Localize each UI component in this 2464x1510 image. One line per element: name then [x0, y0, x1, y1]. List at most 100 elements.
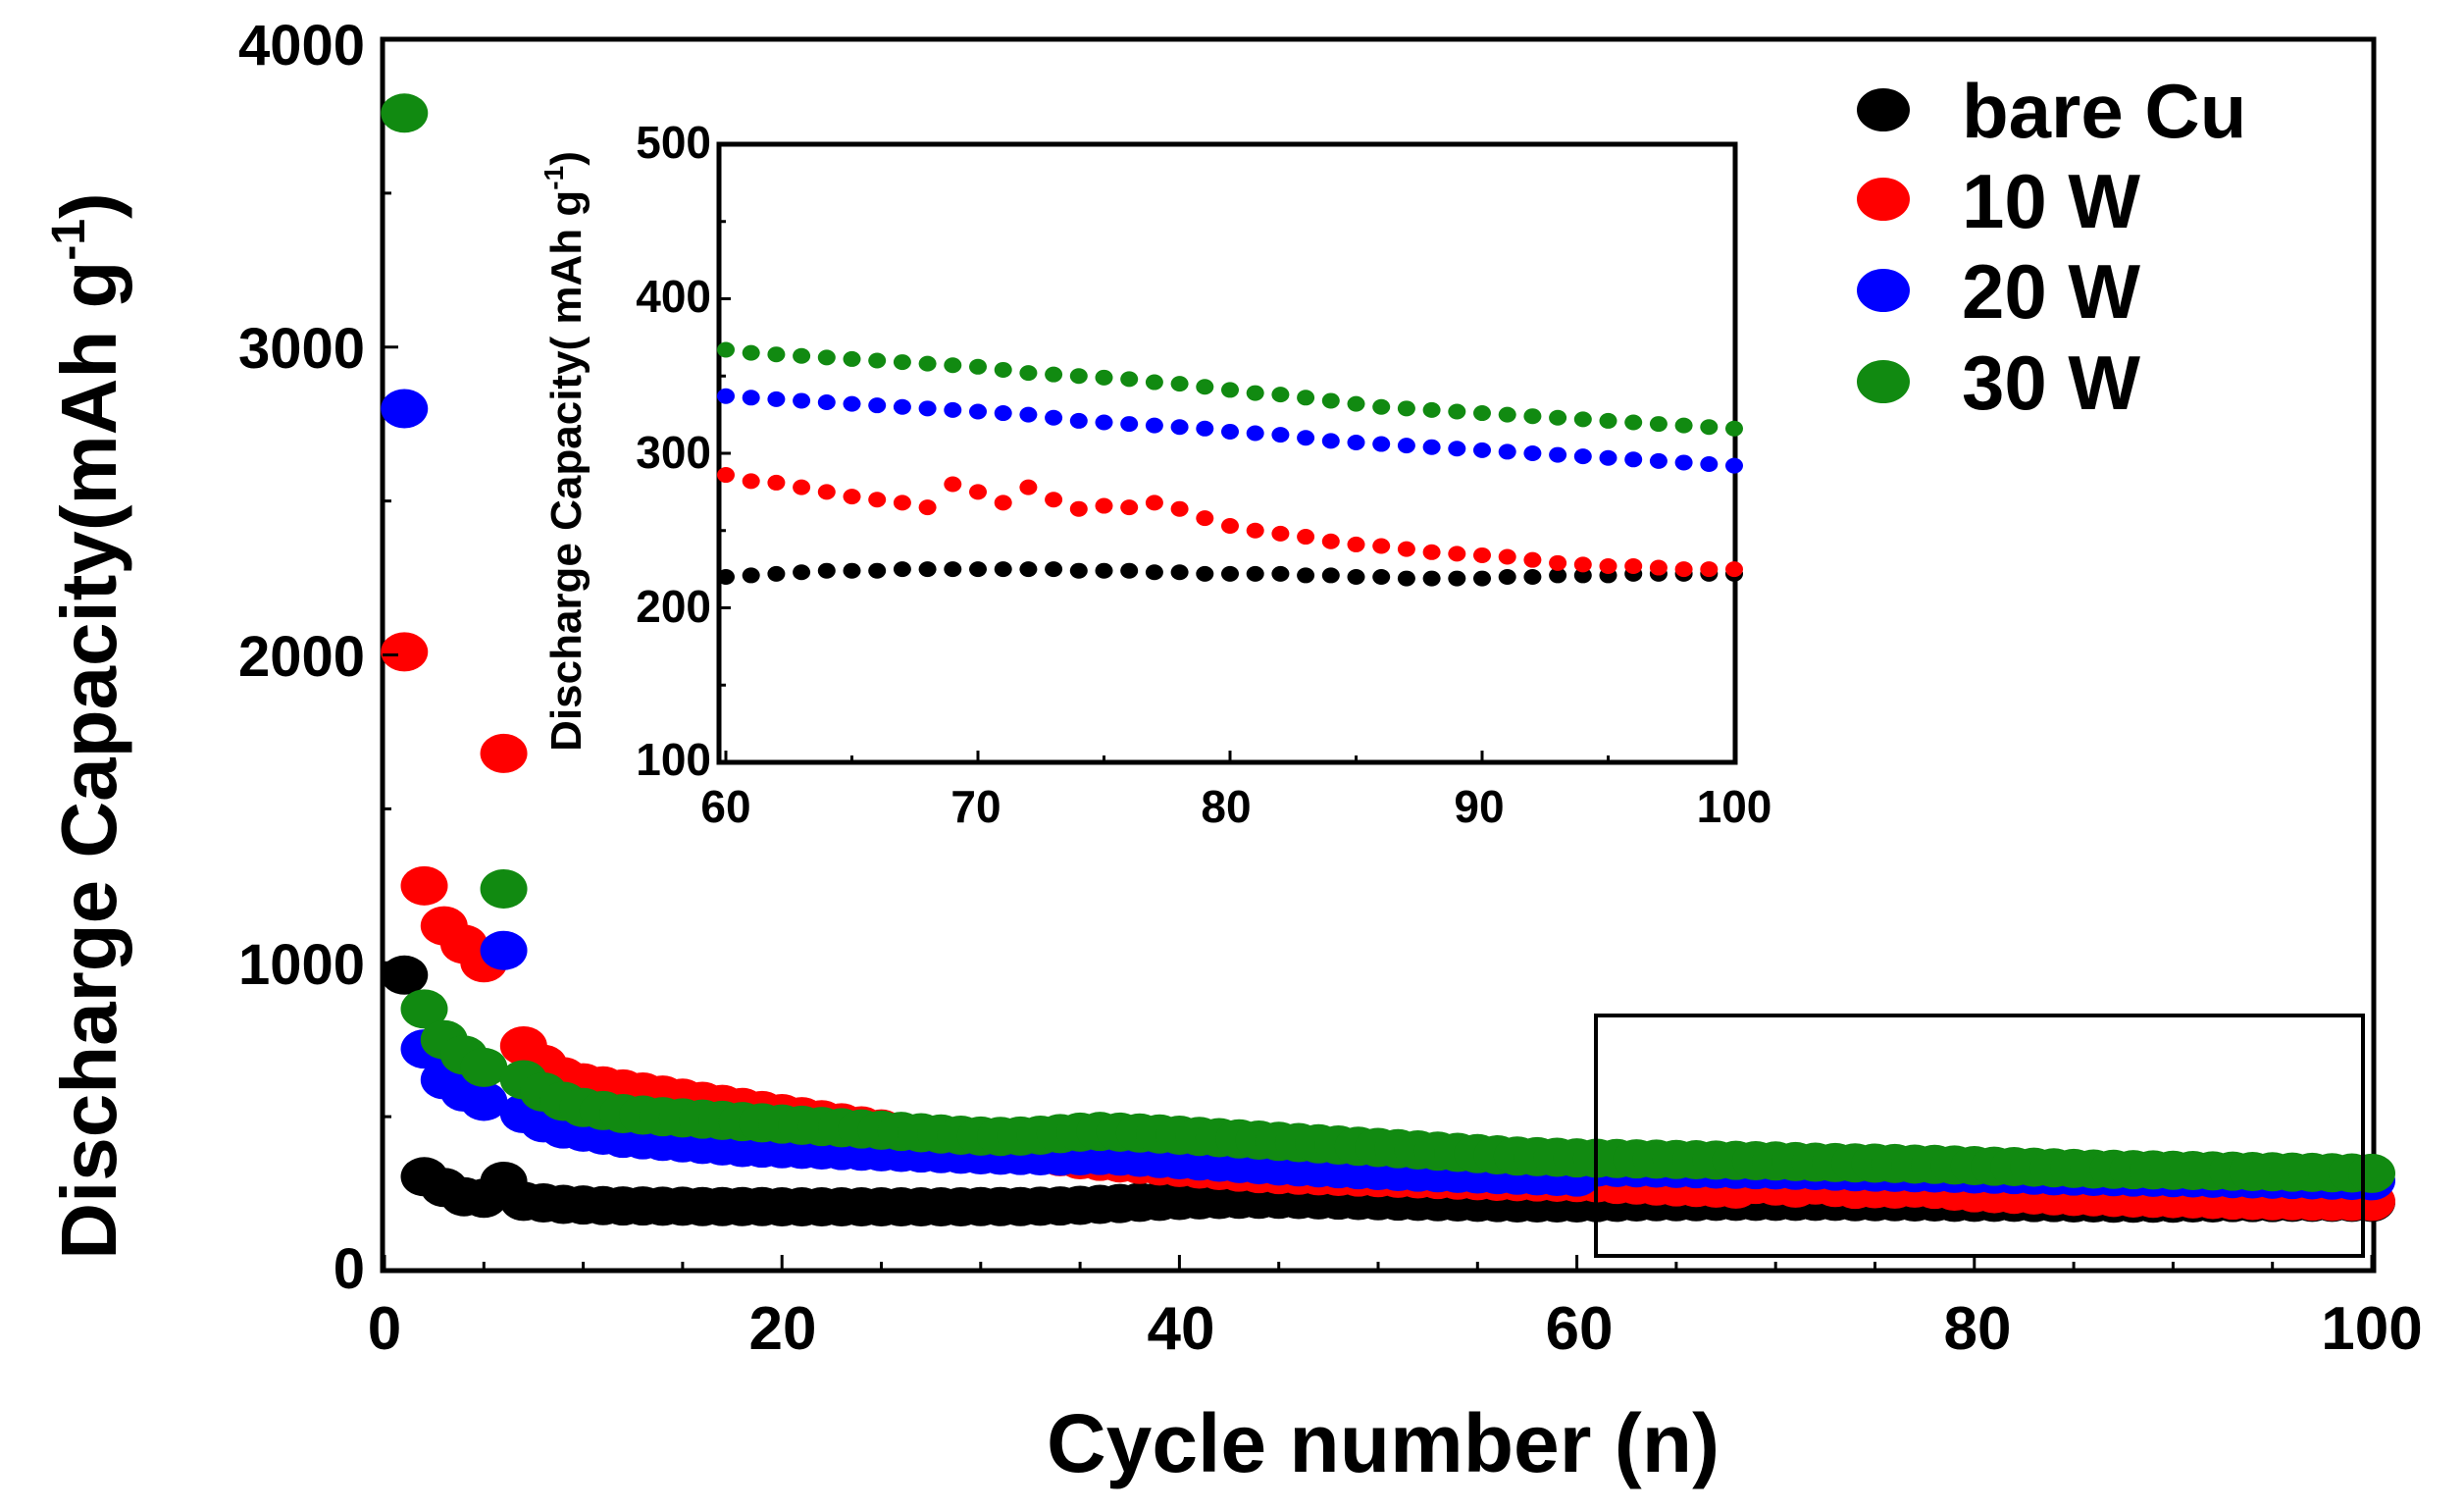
inset-data-point	[1019, 407, 1037, 423]
main-x-axis-title: Cycle number (n)	[1047, 1397, 1720, 1489]
inset-data-point	[844, 563, 861, 579]
inset-data-point	[818, 349, 836, 365]
inset-data-point	[1146, 564, 1163, 580]
legend-marker-30w	[1857, 360, 1910, 403]
inset-data-point	[1523, 552, 1541, 568]
inset-data-point	[1045, 410, 1062, 426]
inset-xtick-label: 100	[1697, 781, 1772, 832]
main-ytick-label: 1000	[238, 933, 365, 997]
inset-data-point	[1247, 386, 1264, 401]
inset-data-point	[1120, 416, 1138, 432]
inset-data-point	[1297, 529, 1314, 545]
inset-y-axis-title-main: Discharge Capacity	[542, 350, 590, 752]
inset-data-point	[1523, 408, 1541, 424]
inset-data-point	[1574, 411, 1592, 427]
inset-data-point	[894, 399, 911, 415]
inset-data-point	[919, 356, 937, 372]
main-data-point	[401, 866, 448, 906]
inset-data-point	[1725, 458, 1743, 474]
main-y-axis-title-unit: (mAh g	[45, 261, 132, 532]
inset-data-point	[1045, 492, 1062, 507]
inset-data-point	[1271, 387, 1289, 402]
inset-data-point	[894, 354, 911, 370]
inset-data-point	[1574, 448, 1592, 464]
inset-data-point	[1146, 375, 1163, 391]
inset-data-point	[1675, 454, 1693, 470]
inset-data-point	[1096, 415, 1113, 431]
inset-data-point	[767, 391, 785, 407]
inset-data-point	[894, 561, 911, 577]
main-ytick-label: 4000	[238, 14, 365, 78]
inset-data-point	[1146, 418, 1163, 434]
inset-data-point	[1600, 413, 1617, 429]
inset-data-point	[1271, 526, 1289, 542]
inset-data-point	[1019, 365, 1037, 381]
inset-data-point	[1221, 566, 1239, 582]
inset-data-point	[919, 499, 937, 515]
inset-data-point	[1322, 392, 1340, 408]
inset-data-point	[743, 473, 760, 489]
inset-data-point	[1271, 427, 1289, 443]
inset-data-point	[919, 561, 937, 577]
main-y-axis-title-main: Discharge Capacity	[45, 531, 132, 1260]
inset-data-point	[793, 480, 810, 495]
inset-data-point	[818, 394, 836, 410]
inset-xtick-label: 70	[950, 781, 1001, 832]
inset-data-point	[1650, 416, 1668, 432]
inset-data-point	[944, 357, 961, 373]
inset-data-point	[944, 561, 961, 577]
inset-data-point	[969, 359, 987, 375]
inset-data-point	[1372, 437, 1390, 452]
inset-ytick-label: 200	[636, 581, 711, 632]
figure: 0 1000 2000 3000 4000 0 20 40 60 80 100 …	[0, 0, 2464, 1510]
inset-data-point	[1146, 495, 1163, 510]
inset-data-point	[1271, 566, 1289, 582]
inset-data-point	[743, 567, 760, 583]
inset-data-point	[1221, 424, 1239, 440]
inset-data-point	[1448, 546, 1465, 561]
inset-data-point	[818, 563, 836, 579]
legend-marker-20w	[1857, 269, 1910, 312]
inset-data-point	[1297, 567, 1314, 583]
inset-data-point	[1120, 499, 1138, 515]
inset-data-point	[894, 495, 911, 510]
inset-data-point	[1171, 564, 1189, 580]
inset-ytick-label: 300	[636, 427, 711, 478]
inset-data-point	[1700, 561, 1718, 577]
inset-data-point	[1247, 426, 1264, 442]
inset-data-point	[1700, 419, 1718, 435]
inset-data-point	[1019, 561, 1037, 577]
main-y-axis-title-close: )	[45, 192, 132, 219]
inset-data-point	[969, 484, 987, 499]
inset-data-point	[1499, 443, 1516, 459]
inset-data-point	[1019, 480, 1037, 495]
inset-data-point	[1523, 445, 1541, 461]
main-data-point	[481, 931, 528, 970]
legend-entry-20w: 20 W	[1857, 248, 2140, 335]
inset-data-point	[767, 566, 785, 582]
legend-entry-bare-cu: bare Cu	[1857, 68, 2246, 154]
main-data-point	[481, 734, 528, 773]
main-data-point	[381, 93, 428, 132]
inset-y-axis-title-close: )	[542, 151, 590, 166]
inset-data-point	[1700, 456, 1718, 472]
inset-data-point	[1448, 571, 1465, 587]
inset-data-point	[1372, 569, 1390, 585]
inset-data-point	[1398, 571, 1415, 587]
inset-data-point	[1070, 563, 1088, 579]
legend-entry-30w: 30 W	[1857, 339, 2140, 426]
legend: bare Cu 10 W 20 W 30 W	[1857, 68, 2246, 426]
main-data-point	[381, 390, 428, 429]
inset-data-point	[1322, 567, 1340, 583]
inset-data-point	[1196, 510, 1213, 526]
inset-data-point	[1322, 534, 1340, 549]
legend-entry-10w: 10 W	[1857, 158, 2140, 244]
inset-data-point	[1473, 443, 1491, 458]
inset-data-point	[1473, 547, 1491, 563]
legend-label-bare-cu: bare Cu	[1962, 68, 2246, 154]
inset-data-point	[1372, 399, 1390, 415]
inset-data-point	[1423, 571, 1441, 587]
inset-data-point	[743, 345, 760, 361]
main-xtick-label: 0	[368, 1295, 401, 1363]
inset-data-point	[1096, 498, 1113, 514]
